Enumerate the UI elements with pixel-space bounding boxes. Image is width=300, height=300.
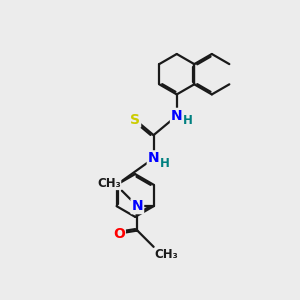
Text: CH₃: CH₃ [155,248,178,261]
Text: N: N [131,199,143,213]
Text: N: N [171,109,183,123]
Text: O: O [113,226,125,241]
Text: N: N [148,151,159,165]
Text: H: H [183,114,193,127]
Text: H: H [160,157,170,169]
Text: S: S [130,113,140,127]
Text: CH₃: CH₃ [97,176,121,190]
